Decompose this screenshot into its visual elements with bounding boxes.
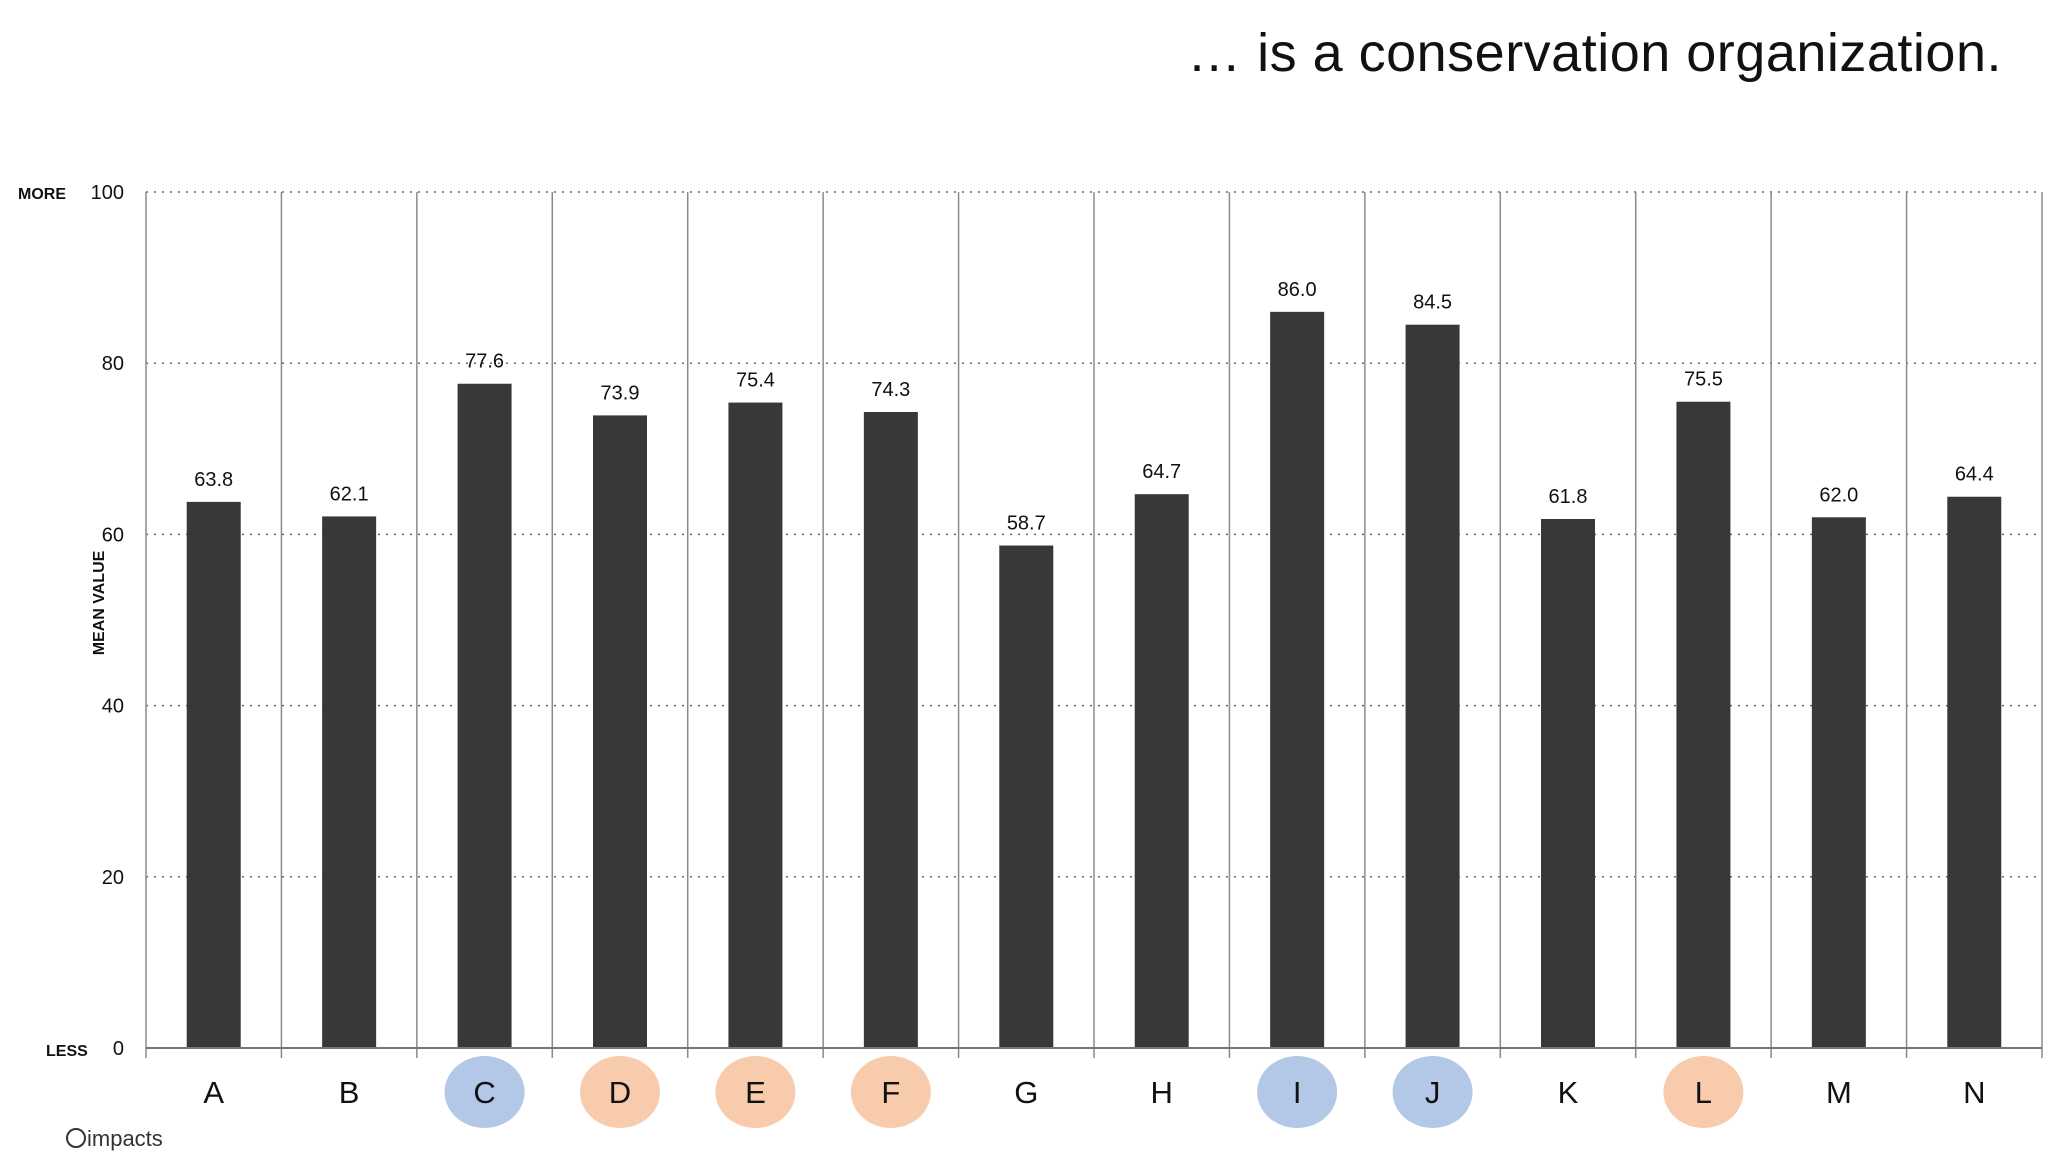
data-label: 73.9 (601, 382, 640, 404)
category-highlight-orange (580, 1056, 660, 1128)
category-label: D (609, 1075, 631, 1110)
category-label: B (339, 1075, 360, 1110)
category-label: L (1695, 1075, 1712, 1110)
y-axis-title: MEAN VALUE (91, 550, 108, 655)
category-highlight-orange (850, 1056, 931, 1128)
data-label: 63.8 (194, 469, 233, 491)
bar-e (728, 402, 783, 1048)
category-label: E (745, 1075, 766, 1110)
category-label: A (203, 1075, 224, 1110)
data-label: 86.0 (1278, 279, 1317, 301)
data-label: 62.0 (1819, 484, 1858, 506)
data-label: 64.7 (1142, 461, 1181, 483)
brand-name: impacts (87, 1126, 163, 1151)
category-highlight-orange (1663, 1056, 1744, 1128)
y-tick-label: 0 (113, 1038, 124, 1060)
bar-g (999, 545, 1054, 1048)
bar-c (457, 383, 512, 1048)
category-label: C (473, 1075, 495, 1110)
category-label: G (1014, 1075, 1038, 1110)
data-label: 74.3 (871, 379, 910, 401)
category-labels: A B C D E F G H I J K L M N (203, 1056, 1985, 1128)
bar-b (322, 516, 377, 1048)
category-label: H (1151, 1075, 1173, 1110)
y-tick-label: 20 (102, 867, 124, 889)
brand-logo: impacts (66, 1126, 163, 1152)
category-highlight-blue (1257, 1056, 1338, 1128)
category-label: N (1963, 1075, 1985, 1110)
data-label: 75.5 (1684, 369, 1723, 391)
category-highlight-orange (715, 1056, 796, 1128)
bars (186, 311, 2002, 1049)
data-labels: 63.8 62.1 77.6 73.9 75.4 74.3 58.7 64.7 86.0 84.5… (194, 279, 1994, 535)
y-axis-bottom-label: LESS (46, 1043, 88, 1060)
bar-a (186, 501, 241, 1048)
category-highlight-blue (444, 1056, 525, 1128)
y-tick-label: 40 (102, 696, 124, 718)
bar-m (1811, 517, 1866, 1048)
category-label: K (1558, 1075, 1579, 1110)
category-label: M (1826, 1075, 1852, 1110)
y-axis-top-label: MORE (18, 186, 66, 203)
bar-d (593, 415, 647, 1048)
bar-j (1405, 324, 1460, 1048)
bar-l (1676, 401, 1731, 1049)
bar-f (863, 411, 918, 1048)
bar-i (1270, 311, 1325, 1049)
y-tick-labels: 0 20 40 60 80 100 (91, 182, 124, 1060)
data-label: 75.4 (736, 370, 775, 392)
brand-logo-icon (66, 1128, 86, 1148)
data-label: 61.8 (1549, 486, 1588, 508)
category-label: I (1293, 1075, 1302, 1110)
data-label: 77.6 (465, 351, 504, 373)
data-label: 84.5 (1413, 292, 1452, 314)
y-tick-label: 60 (102, 524, 124, 546)
category-highlight-blue (1392, 1056, 1473, 1128)
bar-h (1134, 494, 1189, 1049)
data-label: 62.1 (330, 483, 369, 505)
y-tick-label: 100 (91, 182, 124, 204)
data-label: 64.4 (1955, 464, 1994, 486)
chart-title: … is a conservation organization. (1187, 23, 2002, 83)
bar-n (1947, 496, 2002, 1049)
category-label: J (1425, 1075, 1441, 1110)
data-label: 58.7 (1007, 513, 1046, 535)
category-separators (145, 192, 2043, 1058)
bar-k (1541, 518, 1595, 1048)
category-label: F (881, 1075, 900, 1110)
y-tick-label: 80 (102, 353, 124, 375)
